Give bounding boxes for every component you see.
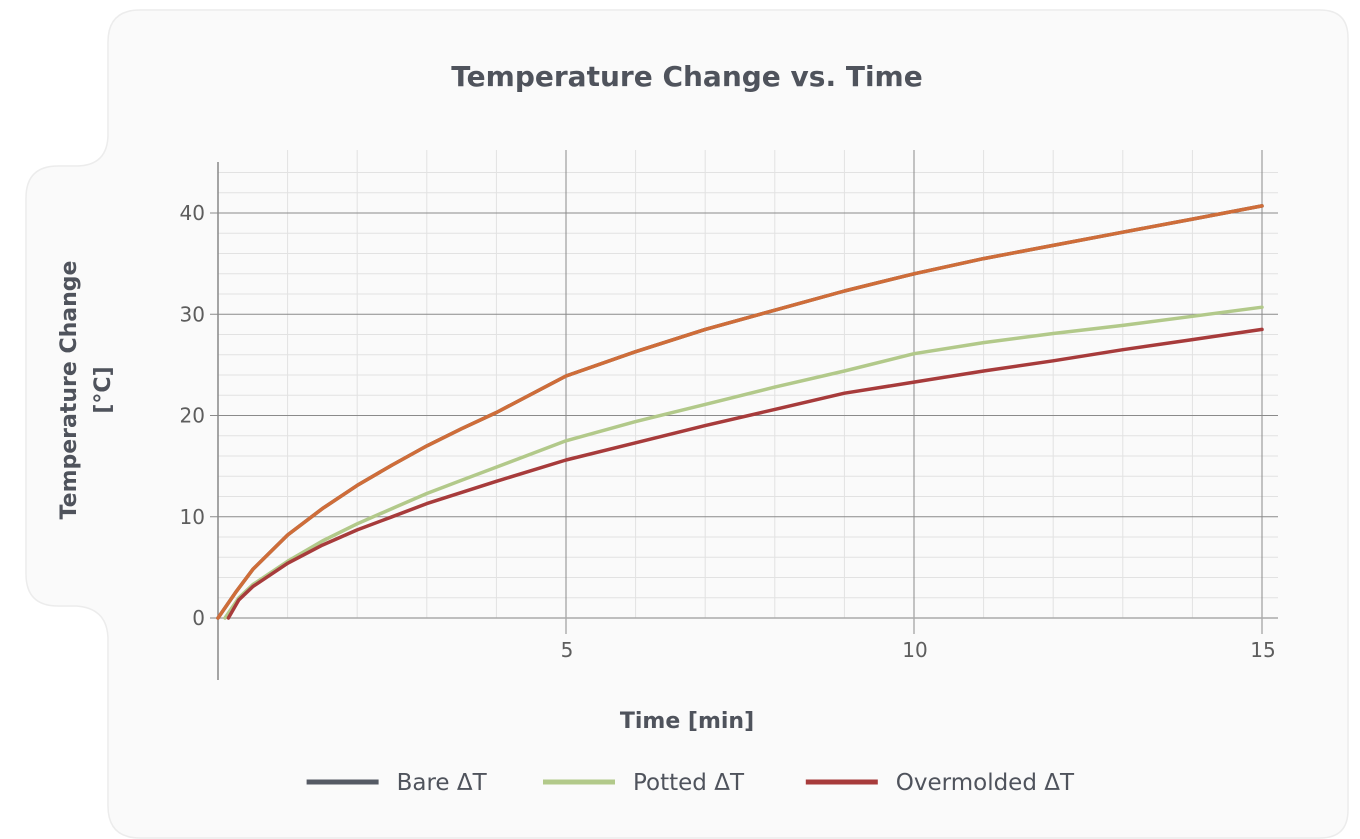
y-tick-label: 10 bbox=[180, 505, 205, 529]
y-tick-label: 30 bbox=[180, 302, 205, 326]
y-axis-title: Temperature Change [°C] bbox=[57, 261, 116, 520]
series-lines bbox=[216, 204, 1264, 620]
legend-item[interactable]: Potted ΔT bbox=[543, 770, 745, 796]
card-background bbox=[25, 9, 1349, 839]
y-axis-title-line-2: [°C] bbox=[91, 366, 116, 413]
minor-gridlines bbox=[218, 150, 1278, 618]
x-axis-title: Time [min] bbox=[620, 709, 754, 734]
legend-label: Potted ΔT bbox=[633, 770, 745, 796]
series-line-3 bbox=[226, 327, 1264, 620]
legend: Bare ΔT Potted ΔT Overmolded ΔT bbox=[306, 770, 1075, 796]
x-tick-label: 5 bbox=[561, 638, 574, 662]
legend-label: Overmolded ΔT bbox=[896, 770, 1075, 796]
x-tick-label: 15 bbox=[1250, 638, 1275, 662]
legend-item[interactable]: Bare ΔT bbox=[306, 770, 488, 796]
y-tick-label: 20 bbox=[180, 404, 205, 428]
x-tick-labels: 5 10 15 bbox=[561, 638, 1276, 662]
x-tick-label: 10 bbox=[902, 638, 927, 662]
legend-item[interactable]: Overmolded ΔT bbox=[805, 770, 1075, 796]
y-axis-title-line-1: Temperature Change bbox=[57, 261, 82, 520]
chart-title: Temperature Change vs. Time bbox=[451, 60, 922, 93]
y-tick-labels: 0 10 20 30 40 bbox=[180, 201, 205, 630]
y-tick-label: 40 bbox=[180, 201, 205, 225]
y-tick-label: 0 bbox=[192, 606, 205, 630]
series-line-4 bbox=[216, 204, 1264, 620]
axes bbox=[210, 162, 1278, 680]
legend-label: Bare ΔT bbox=[397, 770, 488, 796]
series-line-2 bbox=[223, 305, 1264, 620]
